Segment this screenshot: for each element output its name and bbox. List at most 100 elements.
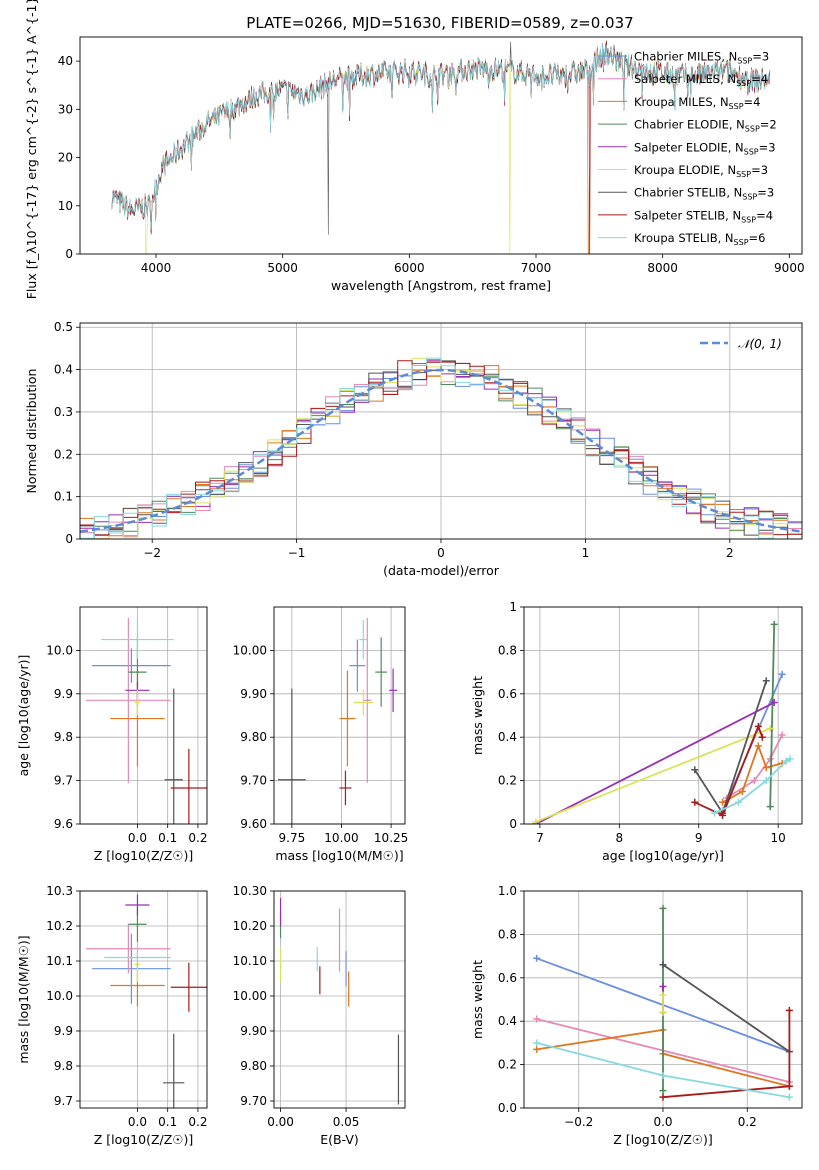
data-marker: [782, 757, 790, 765]
legend: Chabrier MILES, NSSP=3 Salpeter MILES, NS…: [598, 50, 777, 247]
data-marker: [659, 1087, 667, 1095]
spectrum-line-salpeter-miles: [111, 40, 771, 235]
y-tick-label: 10.30: [233, 884, 267, 898]
legend-entry: Salpeter MILES, NSSP=4: [634, 72, 768, 88]
errorbar-point: [101, 620, 174, 660]
histogram-kroupa-stelib: [80, 357, 802, 539]
errorbar-point: [363, 617, 372, 783]
spectrum-line-chabrier-stelib: [111, 40, 771, 235]
errorbar-point: [86, 924, 171, 974]
data-marker: [786, 755, 794, 763]
series-line-chabrier-stelib: [662, 964, 790, 1053]
data-marker: [659, 1071, 667, 1079]
y-tick-label: 9.70: [240, 774, 267, 788]
x-tick-label: −2: [143, 546, 161, 560]
y-tick-label: 30: [58, 102, 73, 116]
legend-entry: Salpeter ELODIE, NSSP=3: [634, 140, 776, 156]
y-tick-label: 9.6: [54, 817, 73, 831]
y-tick-label: 0.8: [498, 643, 517, 657]
y-tick-label: 40: [58, 54, 73, 68]
data-marker: [762, 777, 770, 785]
y-axis-label: mass [log10(M/M☉)]: [16, 935, 31, 1063]
y-tick-label: 0.0: [498, 1101, 517, 1115]
y-tick-label: 9.8: [54, 1059, 73, 1073]
data-marker: [659, 982, 667, 990]
chart-age-vs-mass: 9.75 10.00 10.25 9.60 9.70 9.80 9.90 10.00 mass …: [233, 606, 408, 863]
data-marker: [754, 722, 762, 730]
spectrum-line-kroupa-stelib: [111, 43, 771, 230]
y-tick-label: 9.8: [54, 730, 73, 744]
spectrum-line-chabrier-miles: [111, 42, 771, 233]
y-tick-label: 9.60: [240, 817, 267, 831]
x-tick-label: 0.0: [128, 831, 147, 845]
data-marker: [762, 677, 770, 685]
spectrum-line-salpeter-elodie: [111, 43, 771, 230]
data-marker: [766, 755, 774, 763]
data-marker: [738, 787, 746, 795]
data-marker: [785, 1006, 793, 1014]
y-tick-label: 9.80: [240, 1059, 267, 1073]
x-tick-label: 1: [582, 546, 590, 560]
y-tick-label: 9.7: [54, 1094, 73, 1108]
errorbar-point: [134, 689, 141, 716]
errorbar-point: [92, 933, 171, 1004]
series-line-chabrier-elodie: [769, 624, 776, 807]
data-marker: [711, 809, 719, 817]
y-tick-label: 10.2: [46, 919, 73, 933]
y-tick-label: 9.9: [54, 1024, 73, 1038]
y-tick-label: 9.70: [240, 1094, 267, 1108]
data-marker: [533, 1039, 541, 1047]
y-tick-label: 10: [58, 199, 73, 213]
chart-massweight-vs-Z: −0.2 0.0 0.2 0.0 0.2 0.4 0.6 0.8 1.0 Z [log10(Z/Z…: [470, 884, 803, 1147]
x-tick-label: 0.0: [653, 1115, 672, 1129]
y-tick-label: 0.4: [498, 1014, 517, 1028]
series-line-salpeter-miles: [726, 734, 783, 799]
data-marker: [762, 764, 770, 772]
data-marker: [734, 798, 742, 806]
y-tick-label: 9.90: [240, 1024, 267, 1038]
data-marker: [533, 1045, 541, 1053]
legend-entry: Chabrier MILES, NSSP=3: [634, 50, 769, 66]
x-tick-label: 9: [695, 831, 703, 845]
x-axis-label: (data-model)/error: [383, 563, 500, 578]
x-tick-label: 10: [771, 831, 786, 845]
x-axis-label: E(B-V): [320, 1132, 359, 1147]
x-axis-label: Z [log10(Z/Z☉)]: [94, 1132, 194, 1147]
x-axis-label: age [log10(age/yr)]: [602, 848, 724, 863]
y-tick-label: 0: [65, 532, 73, 546]
x-tick-label: 4000: [141, 261, 172, 275]
y-tick-label: 0: [509, 817, 517, 831]
legend-entry: Salpeter STELIB, NSSP=4: [634, 208, 773, 224]
x-tick-label: 0.0: [128, 1115, 147, 1129]
y-tick-label: 0.2: [54, 447, 73, 461]
x-axis-label: wavelength [Angstrom, rest frame]: [331, 278, 551, 293]
series-line-salpeter-stelib: [662, 1010, 791, 1099]
x-tick-label: 10.00: [324, 831, 358, 845]
errorbar-point: [389, 668, 398, 713]
series-line-salpeter-elodie: [535, 701, 775, 824]
y-tick-label: 10.20: [233, 919, 267, 933]
y-tick-label: 1.0: [498, 884, 517, 898]
errorbar-point: [170, 748, 207, 824]
y-tick-label: 0.4: [54, 363, 73, 377]
x-tick-label: 0.2: [188, 831, 207, 845]
y-tick-label: 9.80: [240, 730, 267, 744]
errorbar-point: [353, 689, 374, 716]
y-tick-label: 10.3: [46, 884, 73, 898]
x-axis-label: mass [log10(M/M☉)]: [275, 848, 403, 863]
y-tick-label: 0.6: [498, 971, 517, 985]
errorbar-point: [125, 894, 150, 916]
y-tick-label: 10.1: [46, 954, 73, 968]
x-tick-label: 0.1: [158, 1115, 177, 1129]
x-tick-label: 0.05: [333, 1115, 360, 1129]
data-marker: [719, 811, 727, 819]
data-marker: [533, 1015, 541, 1023]
data-marker: [754, 742, 762, 750]
data-marker: [785, 1093, 793, 1101]
x-tick-label: 0.1: [158, 831, 177, 845]
data-marker: [659, 991, 667, 999]
data-marker: [758, 733, 766, 741]
errorbar-point: [163, 1033, 185, 1108]
x-tick-label: 7: [536, 831, 544, 845]
y-tick-label: 0.4: [498, 730, 517, 744]
